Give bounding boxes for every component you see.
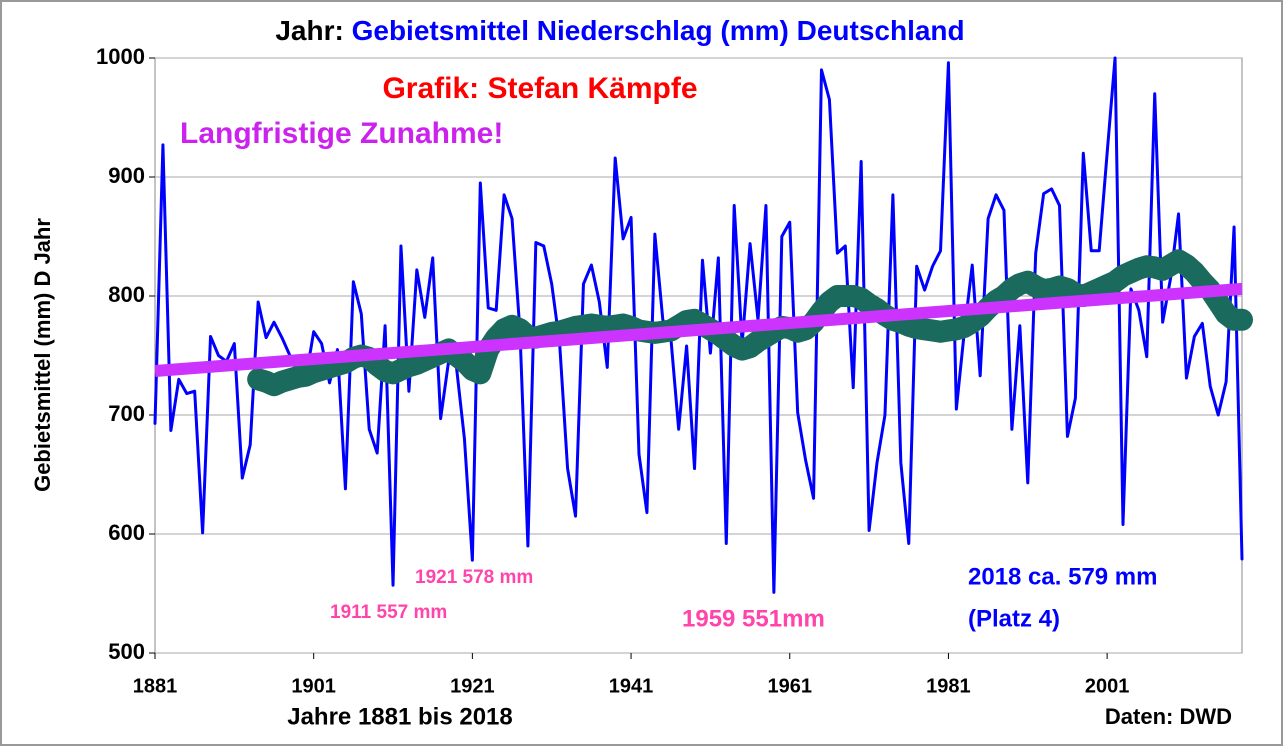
x-tick-label: 2001 bbox=[1085, 675, 1130, 697]
y-tick-label: 600 bbox=[108, 520, 145, 545]
x-tick-label: 1961 bbox=[767, 675, 812, 697]
y-tick-label: 700 bbox=[108, 401, 145, 426]
x-tick-label: 1921 bbox=[450, 675, 495, 697]
annotation: Daten: DWD bbox=[1105, 704, 1232, 729]
annotation: 1921 578 mm bbox=[415, 567, 533, 588]
annotation: 1911 557 mm bbox=[330, 602, 447, 623]
title-part: Jahr: bbox=[275, 15, 343, 46]
moving-average-line bbox=[247, 249, 1253, 397]
x-tick-label: 1981 bbox=[926, 675, 971, 697]
x-tick-label: 1901 bbox=[291, 675, 336, 697]
annotation: 2018 ca. 579 mm bbox=[968, 563, 1157, 590]
trend-line bbox=[154, 282, 1243, 377]
x-tick-label: 1881 bbox=[133, 675, 178, 697]
x-tick-label: 1941 bbox=[609, 675, 654, 697]
y-tick-label: 800 bbox=[108, 282, 145, 307]
chart-title: Jahr: Gebietsmittel Niederschlag (mm) De… bbox=[275, 15, 964, 46]
annotation: Grafik: Stefan Kämpfe bbox=[382, 72, 697, 105]
title-part: Gebietsmittel Niederschlag (mm) Deutschl… bbox=[352, 15, 965, 46]
y-tick-label: 500 bbox=[108, 639, 145, 664]
annotation: Langfristige Zunahme! bbox=[180, 117, 503, 150]
y-tick-label: 900 bbox=[108, 163, 145, 188]
annotation: 1959 551mm bbox=[682, 605, 825, 632]
x-axis-label: Jahre 1881 bis 2018 bbox=[287, 703, 513, 730]
y-axis-label: Gebietsmittel (mm) D Jahr bbox=[30, 218, 55, 492]
annotation: (Platz 4) bbox=[968, 605, 1060, 632]
y-tick-label: 1000 bbox=[96, 44, 145, 69]
